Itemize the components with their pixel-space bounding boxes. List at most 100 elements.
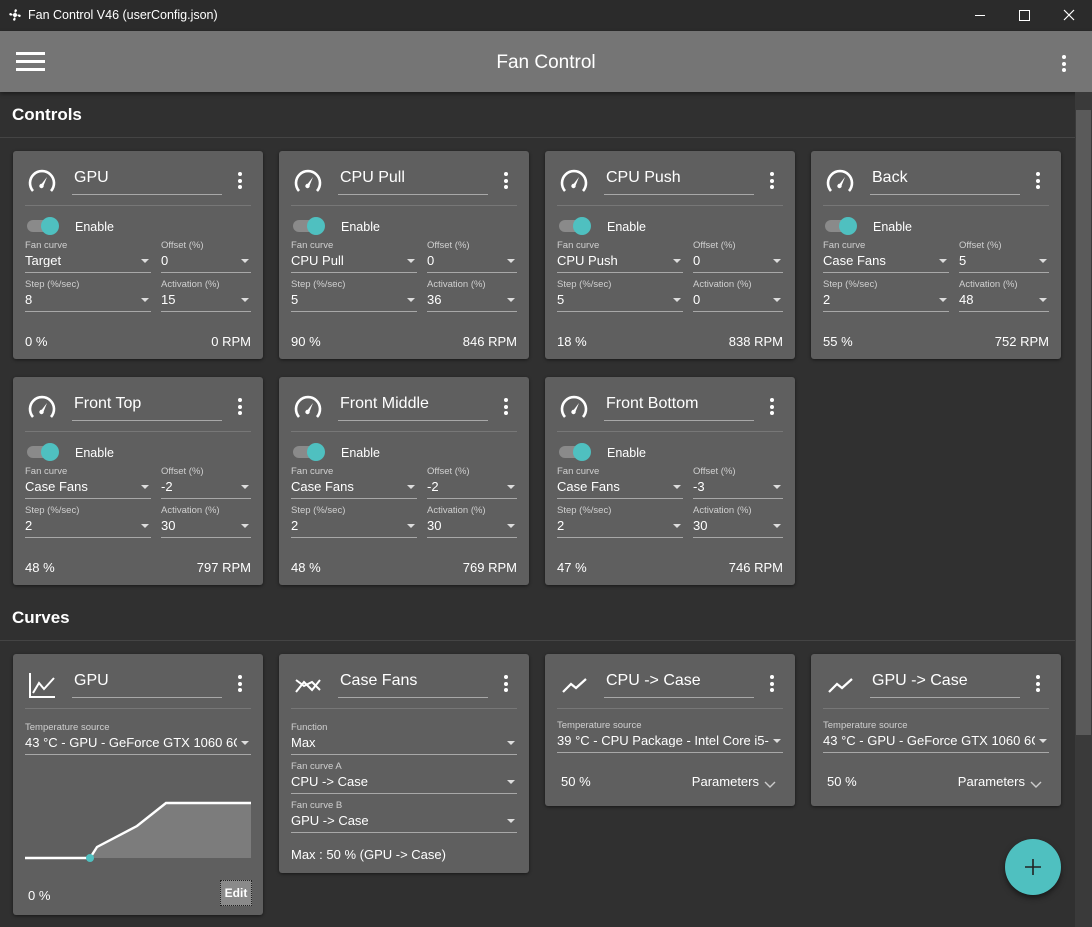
- field-value[interactable]: Case Fans: [557, 480, 620, 493]
- dropdown-arrow: [407, 485, 415, 489]
- toggle-knob[interactable]: [307, 443, 325, 461]
- card-menu[interactable]: [504, 398, 508, 418]
- card-icon: [825, 167, 855, 197]
- field-label: Fan curve: [291, 240, 334, 251]
- field-value[interactable]: 43 °C - GPU - GeForce GTX 1060 6GB: [25, 736, 237, 749]
- field-underline: [557, 752, 783, 753]
- card-menu[interactable]: [238, 675, 242, 695]
- close-button[interactable]: [1063, 9, 1075, 21]
- field-value[interactable]: Case Fans: [291, 480, 354, 493]
- field-value[interactable]: -2: [427, 480, 439, 493]
- field-value[interactable]: 30: [427, 519, 442, 532]
- toggle-knob[interactable]: [573, 217, 591, 235]
- field-value[interactable]: -2: [161, 480, 173, 493]
- divider: [291, 708, 517, 709]
- app-title: Fan Control: [496, 52, 596, 73]
- curve-percent: 50 %: [561, 774, 591, 789]
- field-value[interactable]: Case Fans: [823, 254, 886, 267]
- field-value[interactable]: 5: [959, 254, 967, 267]
- card-icon: [293, 167, 323, 197]
- menu-button[interactable]: [16, 52, 45, 71]
- toggle-label: Enable: [75, 446, 114, 460]
- minimize-button[interactable]: [975, 15, 985, 16]
- dropdown-arrow: [939, 298, 947, 302]
- field-value[interactable]: 15: [161, 293, 176, 306]
- more-button[interactable]: [1062, 55, 1066, 75]
- field-label: Offset (%): [693, 240, 736, 251]
- field-value[interactable]: GPU -> Case: [291, 814, 369, 827]
- parameters-button[interactable]: Parameters: [691, 774, 759, 789]
- card-name: CPU Push: [606, 169, 681, 186]
- field-value[interactable]: 2: [823, 293, 831, 306]
- field-label: Step (%/sec): [823, 279, 878, 290]
- field-value[interactable]: 5: [291, 293, 299, 306]
- card-menu[interactable]: [238, 172, 242, 192]
- field-value[interactable]: Case Fans: [25, 480, 88, 493]
- field-underline: [161, 537, 251, 538]
- field-underline: [427, 272, 517, 273]
- field-value[interactable]: 30: [693, 519, 708, 532]
- field-value[interactable]: 43 °C - GPU - GeForce GTX 1060 6GB: [823, 734, 1035, 747]
- name-underline: [604, 697, 754, 698]
- field-value[interactable]: CPU Pull: [291, 254, 344, 267]
- dropdown-arrow: [507, 741, 515, 745]
- toggle-knob[interactable]: [839, 217, 857, 235]
- curve-card: Case Fans Function Max Fan curve A CPU -> Ca…: [279, 654, 529, 873]
- control-card: CPU Push Enable Fan curve CPU Push Offset (%…: [545, 151, 795, 359]
- field-value[interactable]: 39 °C - CPU Package - Intel Core i5-9600…: [557, 734, 769, 747]
- maximize-button[interactable]: [1019, 10, 1030, 21]
- field-value[interactable]: 5: [557, 293, 565, 306]
- field-value[interactable]: 0: [161, 254, 169, 267]
- field-value[interactable]: 0: [693, 293, 701, 306]
- card-menu[interactable]: [504, 172, 508, 192]
- field-value[interactable]: CPU -> Case: [291, 775, 368, 788]
- field-value[interactable]: -3: [693, 480, 705, 493]
- field-underline: [291, 272, 417, 273]
- scrollbar[interactable]: [1075, 92, 1092, 927]
- card-menu[interactable]: [238, 398, 242, 418]
- field-value[interactable]: 0: [693, 254, 701, 267]
- card-menu[interactable]: [770, 398, 774, 418]
- toggle-knob[interactable]: [573, 443, 591, 461]
- dropdown-arrow: [407, 524, 415, 528]
- field-value[interactable]: CPU Push: [557, 254, 618, 267]
- dropdown-arrow: [141, 485, 149, 489]
- field-underline: [427, 537, 517, 538]
- scroll-thumb[interactable]: [1076, 110, 1091, 735]
- card-menu[interactable]: [770, 172, 774, 192]
- field-value[interactable]: 36: [427, 293, 442, 306]
- field-label: Step (%/sec): [291, 279, 346, 290]
- dropdown-arrow: [1039, 259, 1047, 263]
- field-value[interactable]: 48: [959, 293, 974, 306]
- fan-rpm: 0 RPM: [211, 334, 251, 349]
- field-value[interactable]: 2: [25, 519, 33, 532]
- control-card: Back Enable Fan curve Case Fans Offset (%) 5 S…: [811, 151, 1061, 359]
- field-value[interactable]: Target: [25, 254, 62, 267]
- field-value[interactable]: 2: [557, 519, 565, 532]
- curve-graph: [25, 794, 251, 864]
- add-button[interactable]: [1005, 839, 1061, 895]
- toggle-knob[interactable]: [41, 217, 59, 235]
- parameters-button[interactable]: Parameters: [957, 774, 1025, 789]
- name-underline: [338, 697, 488, 698]
- card-menu[interactable]: [1036, 172, 1040, 192]
- card-menu[interactable]: [1036, 675, 1040, 695]
- toggle-knob[interactable]: [307, 217, 325, 235]
- dropdown-arrow: [407, 298, 415, 302]
- field-value[interactable]: Max: [291, 736, 316, 749]
- field-value[interactable]: 0: [427, 254, 435, 267]
- edit-button[interactable]: Edit: [220, 880, 252, 906]
- field-value[interactable]: 8: [25, 293, 33, 306]
- dropdown-arrow: [241, 485, 249, 489]
- card-menu[interactable]: [770, 675, 774, 695]
- field-label: Offset (%): [959, 240, 1002, 251]
- card-icon: [559, 167, 589, 197]
- dropdown-arrow: [673, 485, 681, 489]
- name-underline: [604, 420, 754, 421]
- toggle-knob[interactable]: [41, 443, 59, 461]
- dropdown-arrow: [773, 739, 781, 743]
- fan-percent: 48 %: [25, 560, 55, 575]
- field-value[interactable]: 2: [291, 519, 299, 532]
- field-value[interactable]: 30: [161, 519, 176, 532]
- card-menu[interactable]: [504, 675, 508, 695]
